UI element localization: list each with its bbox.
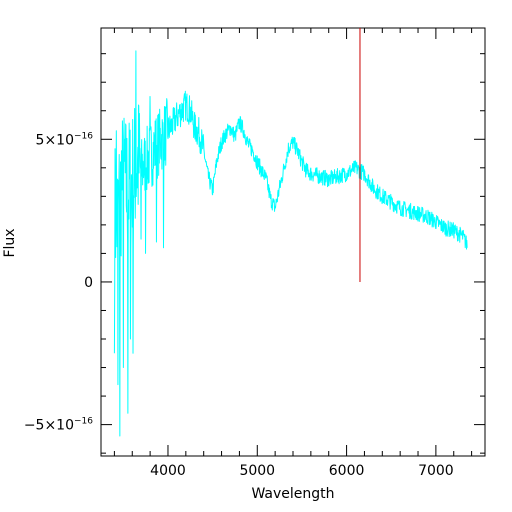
y-axis-label: Flux (2, 228, 18, 257)
y-tick-label: 5×10−16 (36, 131, 94, 148)
y-tick-label: 0 (84, 275, 93, 291)
y-tick-label: −5×10−16 (24, 417, 93, 434)
axis-ticks (101, 28, 485, 456)
tick-labels: 4000 5000 6000 7000 5×10−16 0 −5×10−16 (24, 131, 454, 479)
x-tick-label: 5000 (239, 463, 275, 479)
x-tick-label: 4000 (150, 463, 186, 479)
spectrum-line (113, 50, 468, 437)
plot-frame (100, 27, 486, 457)
x-axis-label: Wavelength (251, 486, 334, 502)
x-tick-label: 7000 (418, 463, 454, 479)
x-tick-label: 6000 (329, 463, 365, 479)
